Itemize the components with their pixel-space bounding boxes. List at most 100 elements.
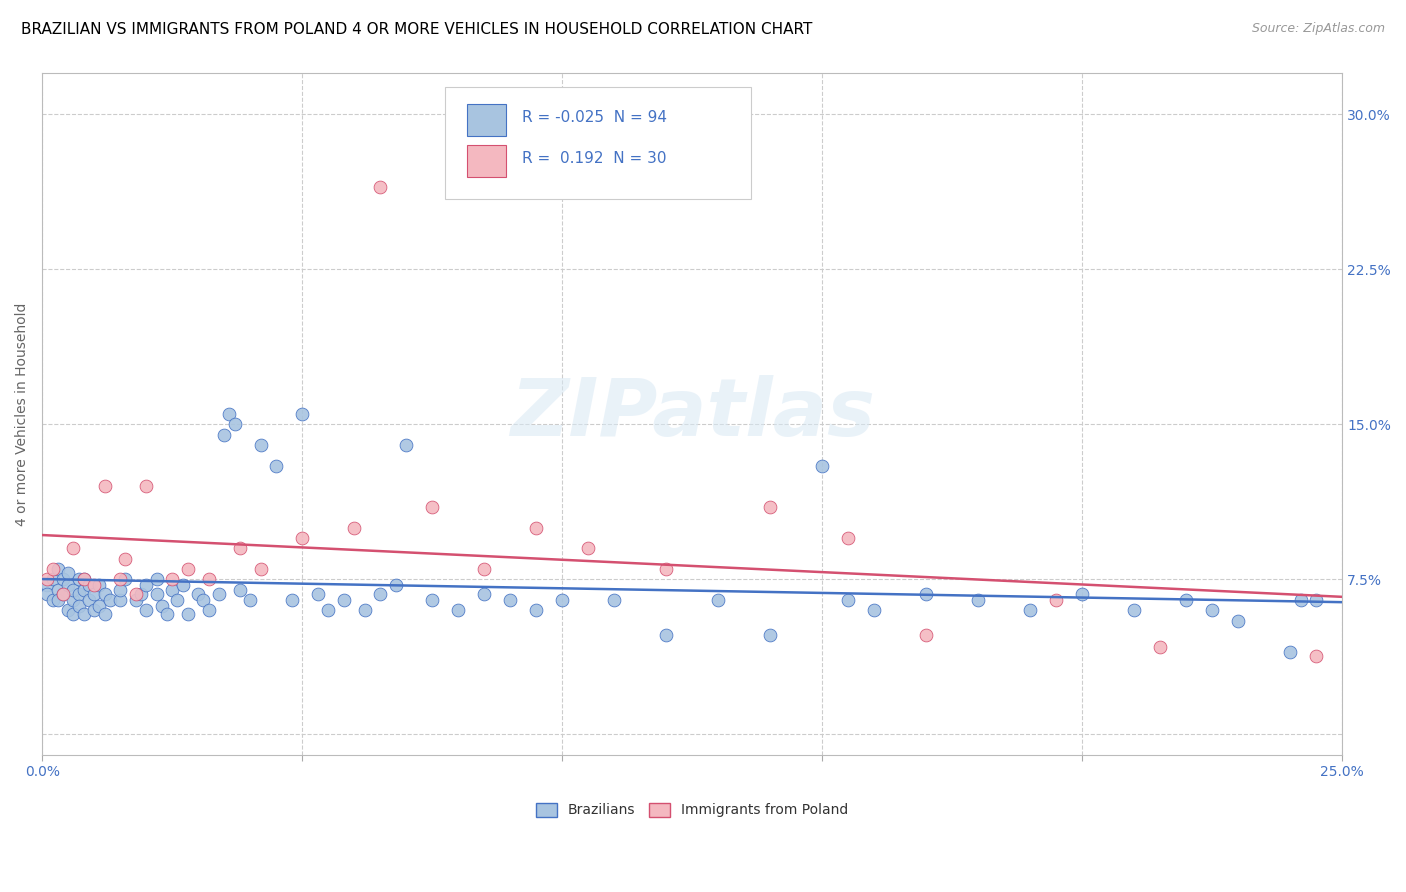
Point xyxy=(52,587,75,601)
Point xyxy=(811,458,834,473)
Point xyxy=(177,607,200,622)
Point xyxy=(472,562,495,576)
Point xyxy=(1305,648,1327,663)
Point xyxy=(291,407,314,421)
Point xyxy=(73,582,96,597)
Point xyxy=(281,593,304,607)
Point xyxy=(58,578,80,592)
Point xyxy=(108,582,131,597)
Point xyxy=(420,593,443,607)
Point xyxy=(759,500,782,514)
Point xyxy=(863,603,886,617)
Text: ZIPatlas: ZIPatlas xyxy=(510,375,875,453)
Point xyxy=(187,587,209,601)
Point xyxy=(89,578,111,592)
Point xyxy=(368,179,391,194)
Point xyxy=(93,587,115,601)
Point xyxy=(249,438,271,452)
Point xyxy=(67,599,90,613)
Point xyxy=(77,578,100,592)
Point xyxy=(249,562,271,576)
Point xyxy=(264,458,287,473)
Point xyxy=(98,593,121,607)
Point xyxy=(46,582,69,597)
Point xyxy=(1123,603,1146,617)
Point xyxy=(150,599,173,613)
Point xyxy=(125,593,148,607)
Point xyxy=(524,603,547,617)
Point xyxy=(41,562,63,576)
Point xyxy=(193,593,215,607)
Point xyxy=(197,603,219,617)
Text: R = -0.025  N = 94: R = -0.025 N = 94 xyxy=(522,110,666,125)
Point xyxy=(576,541,599,556)
Point xyxy=(166,593,188,607)
Point xyxy=(156,607,179,622)
Point xyxy=(1227,614,1250,628)
Point xyxy=(1289,593,1312,607)
Legend: Brazilians, Immigrants from Poland: Brazilians, Immigrants from Poland xyxy=(530,797,853,823)
FancyBboxPatch shape xyxy=(446,87,751,199)
Point xyxy=(499,593,522,607)
Point xyxy=(1045,593,1067,607)
Point xyxy=(46,562,69,576)
Text: Source: ZipAtlas.com: Source: ZipAtlas.com xyxy=(1251,22,1385,36)
Point xyxy=(37,587,59,601)
Point xyxy=(108,572,131,586)
Point xyxy=(1305,593,1327,607)
Point xyxy=(1071,587,1094,601)
Point xyxy=(58,603,80,617)
Point xyxy=(229,582,252,597)
Point xyxy=(41,593,63,607)
Point xyxy=(229,541,252,556)
Point xyxy=(316,603,339,617)
Point xyxy=(62,593,84,607)
Point xyxy=(37,578,59,592)
Point xyxy=(239,593,262,607)
Point xyxy=(603,593,626,607)
Point xyxy=(655,562,678,576)
Point xyxy=(447,603,470,617)
Point xyxy=(353,603,375,617)
Point xyxy=(67,572,90,586)
Point xyxy=(93,479,115,493)
Point xyxy=(83,603,105,617)
Point xyxy=(114,551,136,566)
FancyBboxPatch shape xyxy=(467,104,506,136)
Point xyxy=(83,578,105,592)
Point xyxy=(177,562,200,576)
Point xyxy=(472,587,495,601)
Point xyxy=(333,593,356,607)
Point xyxy=(224,417,246,432)
Point xyxy=(551,593,574,607)
Point xyxy=(208,587,231,601)
Point xyxy=(160,572,183,586)
Point xyxy=(160,582,183,597)
Point xyxy=(1201,603,1223,617)
Point xyxy=(73,572,96,586)
Point xyxy=(52,587,75,601)
Point xyxy=(420,500,443,514)
Point xyxy=(307,587,329,601)
Y-axis label: 4 or more Vehicles in Household: 4 or more Vehicles in Household xyxy=(15,302,30,525)
Point xyxy=(73,607,96,622)
Point xyxy=(1149,640,1171,655)
Point xyxy=(145,587,167,601)
FancyBboxPatch shape xyxy=(467,145,506,177)
Point xyxy=(62,607,84,622)
Point xyxy=(37,572,59,586)
Point xyxy=(759,628,782,642)
Point xyxy=(93,607,115,622)
Point xyxy=(212,427,235,442)
Point xyxy=(46,593,69,607)
Point xyxy=(218,407,240,421)
Point xyxy=(114,572,136,586)
Point xyxy=(135,578,157,592)
Point xyxy=(291,531,314,545)
Point xyxy=(837,531,859,545)
Point xyxy=(129,587,152,601)
Point xyxy=(967,593,990,607)
Point xyxy=(915,587,938,601)
Point xyxy=(89,599,111,613)
Point xyxy=(524,520,547,534)
